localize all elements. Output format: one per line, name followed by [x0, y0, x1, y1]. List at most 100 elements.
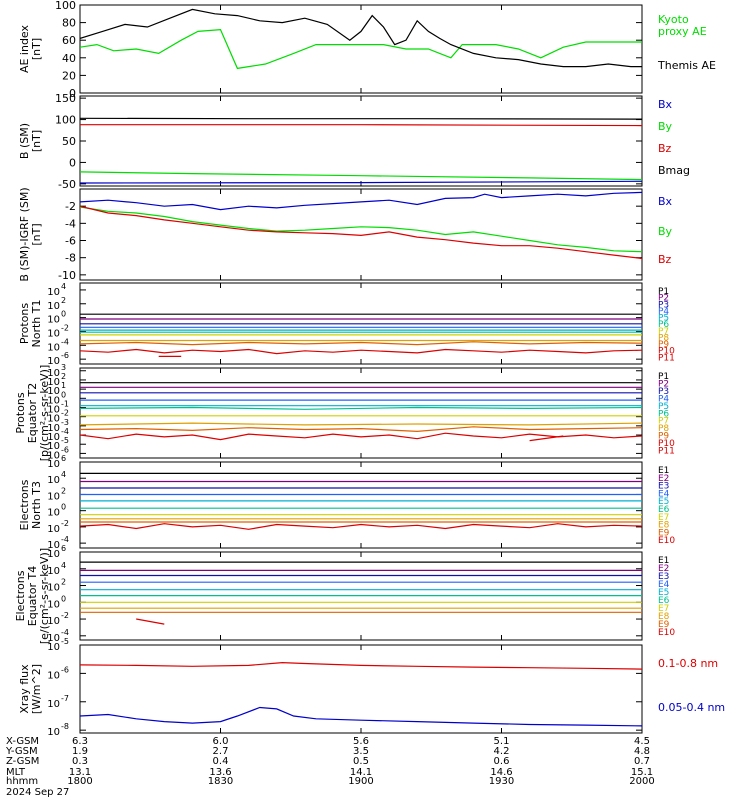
y-tick-exponent: 2: [61, 578, 66, 587]
x-tick-value: 15.1: [631, 767, 653, 778]
legend-entry: P5: [658, 402, 669, 412]
legend-entry: P10: [658, 347, 675, 357]
y-tick-label: 10: [47, 432, 60, 443]
y-tick-label: 10: [47, 386, 60, 397]
legend-entry: P11: [658, 353, 675, 363]
series-line-10: [80, 348, 642, 355]
y-tick-exponent: 3: [61, 363, 66, 372]
x-tick-value: 1900: [348, 776, 373, 787]
y-tick-exponent: -7: [61, 694, 69, 703]
y-tick-exponent: 0: [61, 503, 66, 512]
y-tick-exponent: -4: [61, 628, 69, 637]
x-tick-value: 4.8: [634, 746, 650, 757]
y-tick-label: 10: [47, 642, 60, 653]
y-axis-label: B (SM): [18, 123, 31, 159]
series-line-11: [529, 435, 564, 442]
y-tick-exponent: -3: [61, 418, 69, 427]
y-axis-label: [e/(cm²-s-sr-keV)]: [38, 548, 51, 644]
legend-entry: E6: [658, 596, 670, 606]
legend-entry: P4: [658, 307, 669, 317]
y-tick-label: 10: [47, 549, 60, 560]
legend-entry: E5: [658, 497, 669, 507]
x-tick-value: 13.1: [69, 767, 91, 778]
y-tick-exponent: -6: [61, 665, 69, 674]
y-tick-label: 60: [62, 34, 76, 47]
y-axis-label: AE index: [18, 24, 31, 73]
legend-entry: Bx: [658, 98, 673, 111]
y-axis-label: North T1: [30, 300, 43, 348]
legend-entry: E1: [658, 556, 669, 566]
y-tick-label: 10: [47, 301, 60, 312]
y-tick-label: -2: [65, 200, 76, 213]
series-line-2: [80, 706, 642, 727]
y-tick-label: 10: [47, 315, 60, 326]
y-tick-label: 10: [47, 459, 60, 470]
y-tick-label: 80: [62, 17, 76, 30]
series-line-1: [80, 28, 642, 70]
y-tick-label: 10: [47, 423, 60, 434]
y-tick-label: 10: [47, 441, 60, 452]
legend-entry: Bx: [658, 195, 673, 208]
x-tick-value: 2.7: [213, 746, 229, 757]
legend-entry: E2: [658, 564, 669, 574]
x-tick-value: 0.5: [353, 756, 369, 767]
legend-entry: P7: [658, 327, 669, 337]
series-line-1: [80, 180, 642, 184]
x-tick-value: 6.0: [213, 736, 229, 747]
y-axis-label: Protons: [18, 303, 31, 344]
y-tick-label: 10: [47, 727, 60, 738]
y-tick-exponent: -6: [61, 445, 69, 454]
legend-entry: By: [658, 120, 673, 133]
y-axis-label: [nT]: [30, 223, 43, 245]
y-tick-label: -50: [58, 178, 76, 191]
y-tick-label: 150: [55, 92, 76, 105]
y-tick-exponent: -5: [61, 436, 69, 445]
x-row-label: Z-GSM: [6, 756, 39, 767]
y-tick-label: -4: [65, 217, 76, 230]
y-tick-exponent: -8: [61, 722, 69, 731]
series-line-4: [80, 117, 642, 120]
y-tick-label: 10: [47, 583, 60, 594]
y-tick-exponent: -6: [61, 351, 69, 360]
y-tick-label: 10: [47, 342, 60, 353]
x-row-label: 2024 Sep 27: [6, 787, 69, 798]
panel-2: 150 100 50 0 -50 B (SM) [nT] Bx By Bz Bmag: [18, 92, 690, 191]
series-line-3: [80, 124, 642, 127]
y-tick-exponent: -2: [61, 323, 69, 332]
x-tick-value: 14.1: [350, 767, 372, 778]
x-tick-value: 1830: [208, 776, 233, 787]
x-tick-value: 0.6: [494, 756, 510, 767]
x-tick-value: 5.6: [353, 736, 369, 747]
panel-frame: [79, 367, 643, 459]
y-tick-label: 10: [47, 450, 60, 461]
y-tick-label: -10: [58, 269, 76, 282]
series-line-9: [80, 426, 642, 433]
x-tick-value: 3.5: [353, 746, 369, 757]
x-tick-value: 14.6: [490, 767, 512, 778]
legend-entry: 0.1-0.8 nm: [658, 657, 718, 670]
y-tick-exponent: 6: [61, 544, 66, 553]
y-axis-label: Electrons: [18, 479, 31, 530]
legend-entry: E3: [658, 572, 669, 582]
legend-entry: E7: [658, 604, 669, 614]
y-tick-label: 10: [47, 404, 60, 415]
y-tick-exponent: 2: [61, 486, 66, 495]
y-tick-label: 10: [47, 356, 60, 367]
legend-entry: E3: [658, 482, 669, 492]
y-axis-label: North T3: [30, 481, 43, 529]
y-tick-exponent: -2: [61, 409, 69, 418]
y-axis-label: Equator T4: [26, 566, 39, 626]
y-tick-label: 10: [47, 699, 60, 710]
y-axis-label: Electrons: [14, 570, 27, 621]
legend-entry: E8: [658, 612, 670, 622]
legend-entry: P5: [658, 314, 669, 324]
y-tick-exponent: -1: [61, 399, 69, 408]
y-tick-label: 10: [47, 491, 60, 502]
y-tick-exponent: 4: [61, 470, 66, 479]
y-tick-label: 10: [47, 633, 60, 644]
